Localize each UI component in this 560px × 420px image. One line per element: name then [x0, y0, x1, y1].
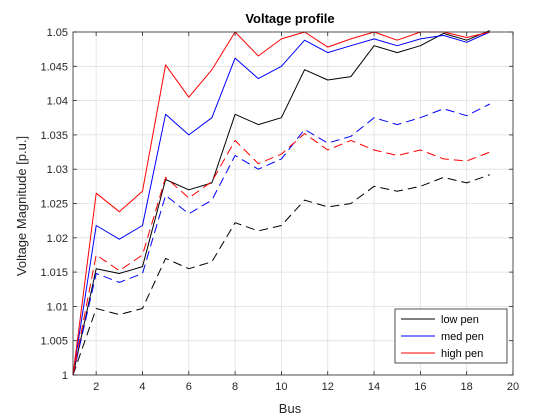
x-axis-label: Bus	[279, 401, 302, 416]
legend-label-med-pen: med pen	[441, 331, 484, 343]
y-tick-label: 1.035	[40, 130, 68, 142]
legend-label-high-pen: high pen	[441, 348, 483, 360]
y-tick-label: 1.005	[40, 336, 68, 348]
series-line-high-pen-dashed	[72, 133, 490, 376]
x-tick-label: 14	[368, 381, 380, 393]
y-tick-label: 1.02	[47, 233, 68, 245]
x-tick-label: 4	[139, 381, 145, 393]
series-line-med-pen-solid	[72, 31, 491, 376]
y-tick-label: 1.04	[47, 96, 68, 108]
y-tick-label: 1	[62, 370, 68, 382]
series-line-med-pen-dashed	[72, 103, 491, 376]
chart-title: Voltage profile	[245, 11, 334, 26]
y-tick-labels: 1 1.005 1.01 1.015 1.02 1.025 1.03 1.035 1.04 1.0…	[40, 27, 68, 382]
x-tick-label: 10	[275, 381, 287, 393]
x-tick-label: 12	[322, 381, 334, 393]
series-line-low-pen-dashed	[72, 174, 490, 376]
x-tick-label: 18	[461, 381, 473, 393]
x-tick-labels: 2 4 6 8 10 12 14 16 18 20	[93, 381, 519, 393]
ticks	[73, 31, 514, 376]
y-tick-label: 1.01	[47, 301, 68, 313]
y-tick-label: 1.045	[40, 61, 68, 73]
y-tick-label: 1.015	[40, 267, 68, 279]
y-tick-label: 1.05	[47, 27, 68, 39]
legend: low pen med pen high pen	[394, 308, 508, 364]
x-tick-label: 20	[507, 381, 519, 393]
legend-label-low-pen: low pen	[441, 314, 479, 326]
y-tick-label: 1.03	[47, 164, 68, 176]
x-tick-label: 2	[93, 381, 99, 393]
series-line-low-pen-solid	[72, 30, 490, 376]
x-tick-label: 8	[232, 381, 238, 393]
y-tick-label: 1.025	[40, 199, 68, 211]
y-axis-label: Voltage Magnitude [p.u.]	[14, 136, 29, 276]
x-tick-label: 6	[186, 381, 192, 393]
x-tick-label: 16	[414, 381, 426, 393]
